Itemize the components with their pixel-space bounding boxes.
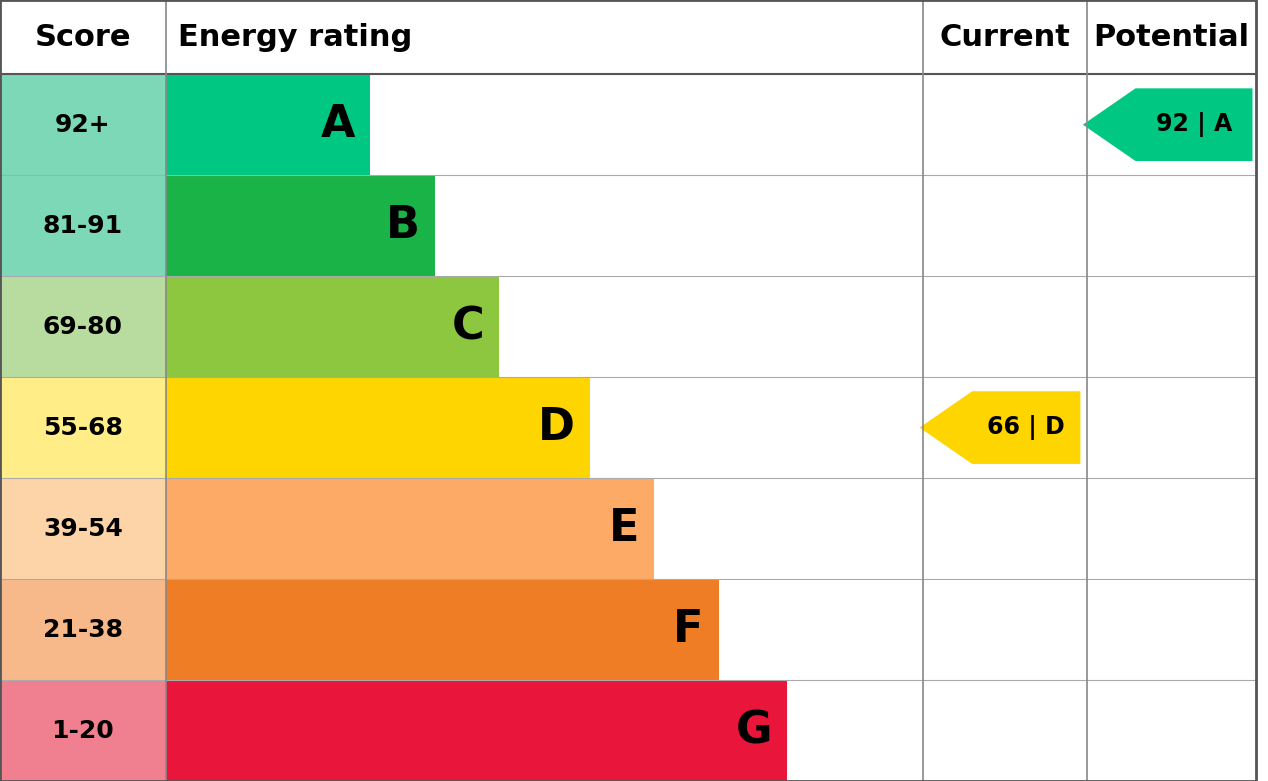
Bar xyxy=(166,377,590,478)
Bar xyxy=(0,0,1257,74)
Bar xyxy=(166,478,923,579)
Text: F: F xyxy=(673,608,704,651)
Bar xyxy=(1087,680,1257,781)
Text: 92+: 92+ xyxy=(55,112,110,137)
Text: 39-54: 39-54 xyxy=(43,516,123,540)
Bar xyxy=(923,478,1087,579)
Bar xyxy=(166,74,370,175)
Text: E: E xyxy=(609,507,639,550)
Text: 92 | A: 92 | A xyxy=(1156,112,1232,137)
Bar xyxy=(166,680,787,781)
Bar xyxy=(923,579,1087,680)
Bar xyxy=(0,276,166,377)
Text: C: C xyxy=(451,305,484,348)
Text: 69-80: 69-80 xyxy=(43,315,123,339)
Bar xyxy=(166,579,923,680)
Bar xyxy=(166,74,923,175)
Bar xyxy=(1087,276,1257,377)
Text: Current: Current xyxy=(940,23,1070,52)
Bar xyxy=(1087,579,1257,680)
Text: Energy rating: Energy rating xyxy=(179,23,412,52)
Polygon shape xyxy=(1083,88,1253,161)
Bar xyxy=(923,377,1087,478)
Bar xyxy=(0,579,166,680)
Bar xyxy=(166,276,500,377)
Text: 55-68: 55-68 xyxy=(43,415,123,440)
Text: A: A xyxy=(321,103,355,146)
Text: 66 | D: 66 | D xyxy=(988,415,1065,440)
Text: G: G xyxy=(735,709,772,752)
Bar xyxy=(923,680,1087,781)
Bar xyxy=(1087,74,1257,175)
Text: D: D xyxy=(538,406,574,449)
Bar xyxy=(0,175,166,276)
Bar xyxy=(166,377,923,478)
Bar xyxy=(0,478,166,579)
Bar xyxy=(0,377,166,478)
Text: 21-38: 21-38 xyxy=(43,618,123,641)
Polygon shape xyxy=(919,391,1080,464)
Text: Score: Score xyxy=(34,23,131,52)
Bar xyxy=(923,276,1087,377)
Bar xyxy=(166,579,719,680)
Text: Potential: Potential xyxy=(1093,23,1249,52)
Bar xyxy=(166,478,654,579)
Bar xyxy=(923,74,1087,175)
Bar xyxy=(0,74,166,175)
Bar xyxy=(166,276,923,377)
Bar xyxy=(923,175,1087,276)
Bar xyxy=(1087,377,1257,478)
Text: B: B xyxy=(385,204,420,247)
Bar xyxy=(0,680,166,781)
Text: 1-20: 1-20 xyxy=(52,719,114,743)
Bar xyxy=(166,680,923,781)
Bar xyxy=(1087,478,1257,579)
Text: 81-91: 81-91 xyxy=(43,214,123,237)
Bar xyxy=(166,175,435,276)
Bar xyxy=(1087,175,1257,276)
Bar xyxy=(166,175,923,276)
